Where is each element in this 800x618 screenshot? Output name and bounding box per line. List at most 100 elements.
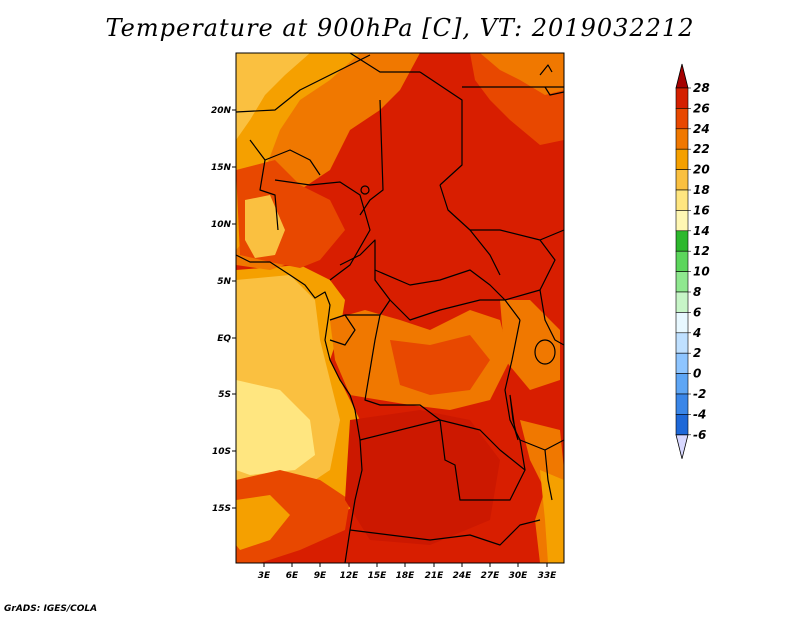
map-title: Temperature at 900hPa [C], VT: 201903221… — [105, 14, 695, 42]
border-angola — [359, 419, 480, 501]
lat-label-eq: EQ — [217, 334, 231, 344]
lon-label-18e: 18E — [396, 571, 416, 581]
colorbar-segment — [675, 108, 689, 130]
colorbar-label: 6 — [693, 305, 701, 319]
country-borders — [236, 53, 564, 563]
border-south-sudan — [470, 229, 556, 301]
border-algeria-niger — [349, 53, 420, 73]
colorbar-segment — [675, 189, 689, 211]
lon-label-12e: 12E — [340, 571, 360, 581]
colorbar-label: -4 — [693, 407, 706, 421]
border-libya-chad — [419, 71, 463, 186]
border-drc-north — [389, 299, 521, 321]
field-atlantic-pale — [236, 380, 315, 475]
lon-label-3e: 3E — [258, 571, 271, 581]
field-southeast-light — [540, 470, 564, 563]
lat-label-5n: 5N — [217, 277, 231, 287]
lat-labels: 20N 15N 10N 5N EQ 5S 10S 15S — [211, 106, 232, 514]
colorbar-label: 18 — [693, 183, 710, 197]
colorbar-segment — [675, 352, 689, 374]
colorbar-label: 8 — [693, 285, 701, 299]
border-gabon-congo — [329, 314, 356, 346]
lake-malawi — [544, 449, 553, 501]
colorbar-segment — [675, 373, 689, 395]
border-ethiopia — [539, 229, 564, 241]
lake-tanganyika — [509, 394, 519, 441]
field-northwest-light — [236, 53, 310, 140]
lon-labels: 3E 6E 9E 12E 15E 18E 21E 24E 27E 30E 33E — [258, 571, 557, 581]
border-drc-west — [364, 314, 441, 421]
colorbar-label: 26 — [693, 101, 710, 115]
lat-label-15n: 15N — [211, 163, 232, 173]
border-nigeria — [274, 179, 371, 281]
colorbar-label: 20 — [693, 163, 710, 177]
colorbar-label: 10 — [693, 265, 710, 279]
field-interior-dark — [345, 410, 500, 545]
lat-label-10s: 10S — [212, 447, 231, 457]
colorbar-segment — [675, 250, 689, 272]
colorbar-bottom-arrow — [675, 434, 689, 459]
colorbar-segment — [675, 312, 689, 334]
colorbar-segment — [675, 169, 689, 191]
border-red-sea — [539, 64, 553, 76]
border-drc-east — [504, 319, 526, 471]
colorbar-segment — [675, 230, 689, 252]
map-field — [236, 53, 564, 563]
colorbar-label: 14 — [693, 224, 710, 238]
lat-label-15s: 15S — [212, 504, 231, 514]
border-burkina — [264, 149, 321, 176]
field-gulf-light — [245, 195, 285, 258]
colorbar-segment — [675, 271, 689, 293]
border-west-africa-inner — [249, 139, 279, 231]
colorbar-segment — [675, 87, 689, 109]
colorbar-label: -2 — [693, 387, 706, 401]
colorbar-label: -6 — [693, 428, 706, 442]
colorbar-segment — [675, 210, 689, 232]
lat-label-10n: 10N — [211, 220, 232, 230]
lakes — [360, 185, 556, 501]
lon-label-21e: 21E — [425, 571, 445, 581]
border-sudan-egypt-east — [544, 86, 564, 96]
lon-label-9e: 9E — [314, 571, 327, 581]
grads-credit: GrADS: IGES/COLA — [4, 604, 98, 614]
field-northeast-light — [480, 53, 564, 95]
colorbar-label: 28 — [693, 81, 710, 95]
colorbar-segment — [675, 291, 689, 313]
border-mali-niger — [236, 54, 371, 113]
map-frame — [235, 52, 565, 564]
lat-label-20n: 20N — [211, 106, 232, 116]
lat-label-5s: 5S — [218, 390, 231, 400]
colorbar-label: 4 — [692, 326, 701, 340]
lon-label-6e: 6E — [286, 571, 299, 581]
colorbar-label: 12 — [693, 244, 710, 258]
colorbar-segment — [675, 393, 689, 415]
border-car — [374, 269, 506, 301]
colorbar-label: 0 — [693, 367, 701, 381]
lon-label-30e: 30E — [509, 571, 529, 581]
colorbar-label: 22 — [693, 142, 710, 156]
border-kenya-uganda — [539, 289, 564, 346]
lake-chad — [360, 185, 370, 195]
colorbar-segment — [675, 414, 689, 436]
colorbar-segment — [675, 128, 689, 150]
field-northwest-mid — [236, 53, 360, 250]
lon-label-24e: 24E — [453, 571, 473, 581]
colorbar-top-arrow — [675, 63, 689, 89]
colorbar-label: 2 — [693, 346, 701, 360]
axis-ticks — [232, 109, 548, 567]
lake-victoria — [534, 339, 556, 365]
lon-label-15e: 15E — [368, 571, 388, 581]
colorbar-segment — [675, 332, 689, 354]
lon-label-33e: 33E — [538, 571, 558, 581]
border-namibia — [349, 519, 541, 546]
colorbar-label: 24 — [693, 122, 710, 136]
field-south-light — [236, 495, 290, 550]
colorbar-segment — [675, 148, 689, 170]
field-congo-deep — [390, 335, 490, 395]
lon-label-27e: 27E — [481, 571, 501, 581]
colorbar-label: 16 — [693, 203, 710, 217]
border-niger-chad — [359, 99, 384, 216]
border-zambia — [439, 419, 526, 501]
